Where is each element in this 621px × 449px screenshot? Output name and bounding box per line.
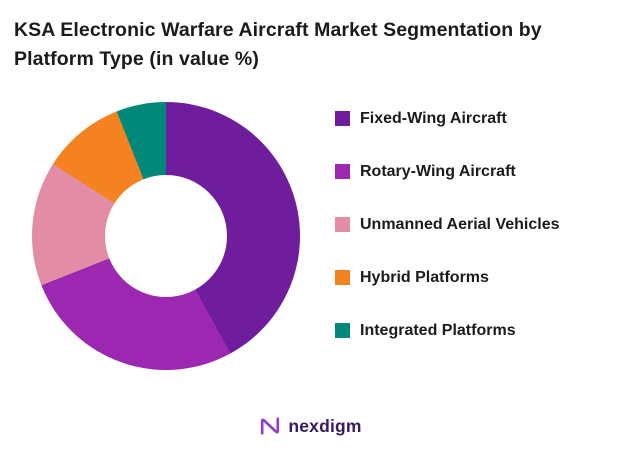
legend-label: Fixed-Wing Aircraft — [360, 109, 507, 127]
legend-swatch — [335, 217, 350, 232]
legend-item-hybrid: Hybrid Platforms — [335, 267, 559, 288]
legend-item-uav: Unmanned Aerial Vehicles — [335, 214, 559, 235]
legend-item-fixed-wing: Fixed-Wing Aircraft — [335, 108, 559, 129]
nexdigm-logo-text: nexdigm — [288, 415, 362, 436]
legend-swatch — [335, 323, 350, 338]
legend-item-integrated: Integrated Platforms — [335, 320, 559, 341]
legend-swatch — [335, 111, 350, 126]
legend: Fixed-Wing Aircraft Rotary-Wing Aircraft… — [335, 108, 559, 341]
legend-label: Rotary-Wing Aircraft — [360, 162, 516, 180]
legend-label: Integrated Platforms — [360, 321, 516, 339]
donut-chart — [32, 102, 300, 370]
donut-ring — [32, 102, 300, 370]
chart-title: KSA Electronic Warfare Aircraft Market S… — [14, 19, 542, 71]
legend-label: Unmanned Aerial Vehicles — [360, 215, 560, 233]
legend-label: Hybrid Platforms — [360, 268, 489, 286]
nexdigm-logo-icon — [261, 417, 280, 435]
legend-swatch — [335, 270, 350, 285]
legend-swatch — [335, 164, 350, 179]
nexdigm-logo: nexdigm — [0, 415, 621, 437]
donut-hole — [105, 175, 227, 297]
legend-item-rotary-wing: Rotary-Wing Aircraft — [335, 161, 559, 182]
